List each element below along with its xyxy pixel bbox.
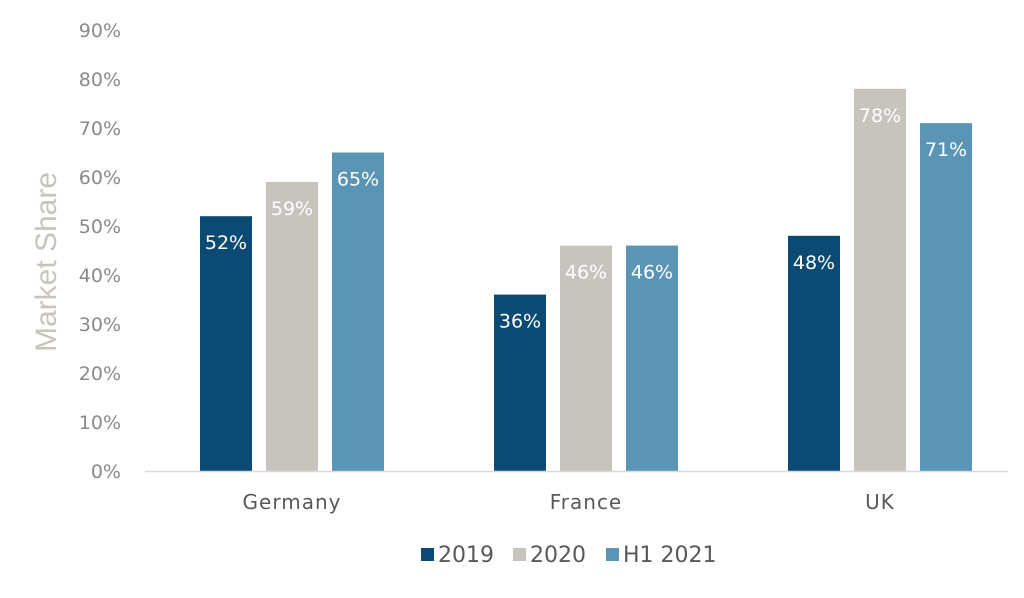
data-label: 71% — [925, 139, 967, 161]
y-tick-label: 20% — [79, 363, 121, 385]
data-label: 46% — [565, 262, 607, 284]
y-tick-label: 10% — [79, 412, 121, 434]
data-label: 52% — [205, 232, 247, 254]
bar-france-2020 — [560, 245, 612, 471]
y-tick-label: 30% — [79, 314, 121, 336]
legend-label: 2019 — [438, 543, 494, 568]
x-category-label: UK — [865, 490, 895, 514]
bar-germany-h1-2021 — [332, 152, 384, 471]
y-tick-label: 0% — [91, 461, 121, 483]
data-label: 36% — [499, 311, 541, 333]
x-axis: Germany France UK — [243, 490, 895, 514]
bar-uk-2020 — [854, 88, 906, 472]
y-tick-label: 90% — [79, 20, 121, 42]
bar-germany-2019 — [200, 216, 252, 471]
bars — [200, 88, 972, 472]
data-label: 59% — [271, 198, 313, 220]
data-label: 78% — [859, 105, 901, 127]
legend-swatch — [513, 548, 526, 561]
bar-france-h1-2021 — [626, 245, 678, 471]
data-label: 48% — [793, 252, 835, 274]
legend-label: 2020 — [530, 543, 586, 568]
legend-swatch — [606, 548, 619, 561]
x-category-label: France — [550, 490, 623, 514]
legend: 2019 2020 H1 2021 — [421, 543, 717, 568]
y-axis: 0% 10% 20% 30% 40% 50% 60% 70% 80% 90% — [79, 20, 121, 483]
legend-swatch — [421, 548, 434, 561]
legend-label: H1 2021 — [623, 543, 717, 568]
y-tick-label: 80% — [79, 69, 121, 91]
y-tick-label: 60% — [79, 167, 121, 189]
bar-france-2019 — [494, 294, 546, 471]
data-label: 46% — [631, 262, 673, 284]
y-axis-label: Market Share — [30, 172, 63, 352]
bar-germany-2020 — [266, 181, 318, 471]
y-tick-label: 40% — [79, 265, 121, 287]
x-category-label: Germany — [243, 490, 342, 514]
y-tick-label: 70% — [79, 118, 121, 140]
bar-uk-h1-2021 — [920, 123, 972, 471]
data-label: 65% — [337, 169, 379, 191]
data-labels: 52% 36% 48% 59% 46% 78% 65% 46% 71% — [205, 105, 967, 333]
y-tick-label: 50% — [79, 216, 121, 238]
bar-uk-2019 — [788, 235, 840, 471]
